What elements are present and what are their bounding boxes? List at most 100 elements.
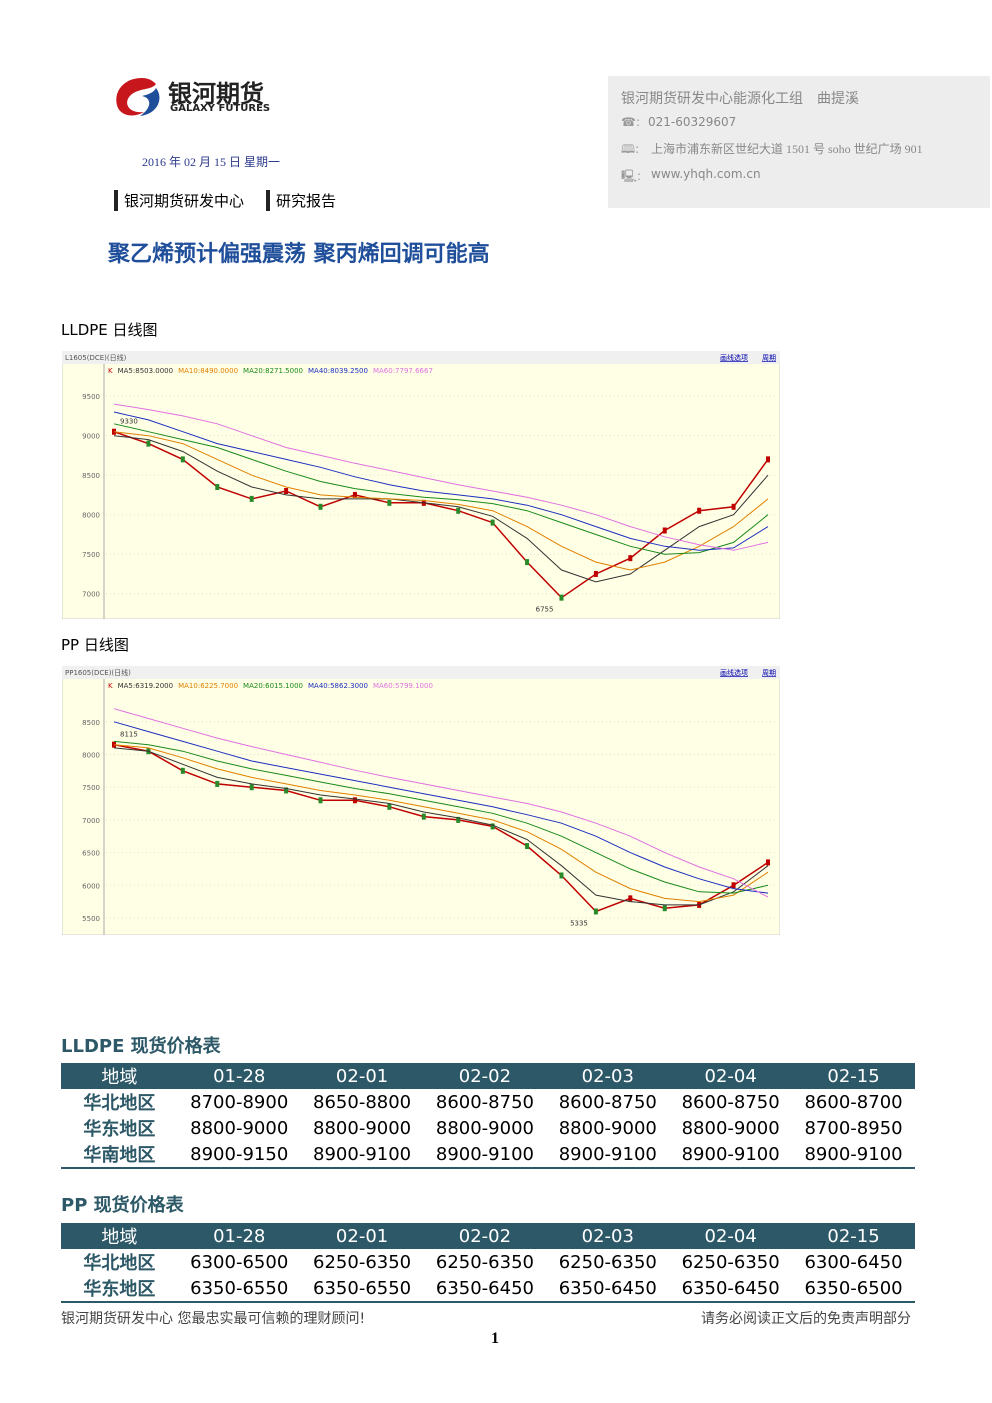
price-point (525, 843, 530, 850)
table-cell: 8600-8750 (435, 1091, 534, 1113)
table-cell: 8700-8950 (804, 1117, 903, 1139)
price-point (318, 797, 323, 804)
ma-line (113, 431, 769, 571)
table-cell: 8600-8750 (681, 1091, 780, 1113)
chart: L1605(DCE)(日线) 画线选项 周期 7000 7500 8000 8500 9000… (62, 351, 780, 619)
table-cell: 8650-8800 (313, 1091, 412, 1113)
high-label: 9330 (120, 418, 138, 426)
price-point (284, 487, 289, 494)
table-cell: 8900-9100 (669, 1141, 793, 1169)
chart-link: 周期 (762, 354, 776, 362)
chart: PP1605(DCE)(日线) 画线选项 周期 5500 6000 6500 7000 750… (62, 666, 780, 935)
price-point (387, 803, 392, 810)
address-icon: 🕮: (621, 142, 640, 156)
ma-line (113, 423, 769, 555)
column-header: 01-28 (177, 1223, 301, 1249)
table-cell: 8900-9100 (546, 1141, 670, 1169)
legend-entry: MA10:6225.7000 (178, 682, 238, 690)
chart-link: 周期 (762, 669, 776, 677)
price-point (180, 767, 185, 774)
dept: 银河期货研发中心 (114, 190, 244, 211)
table-cell: 华东地区 (83, 1119, 156, 1140)
table-cell: 8800-9000 (190, 1117, 289, 1139)
column-header: 02-03 (546, 1223, 670, 1249)
ma-line (113, 435, 769, 583)
price-point (249, 495, 254, 502)
price-point (628, 895, 633, 902)
ma-line (113, 747, 769, 906)
legend-entry: MA60:7797.6667 (373, 367, 433, 375)
contact-address: 上海市浦东新区世纪大道 1501 号 soho 世纪广场 901 (651, 142, 923, 156)
table-cell: 6350-6450 (423, 1275, 547, 1303)
price-point (387, 499, 392, 506)
column-header: 01-28 (177, 1063, 301, 1089)
footer-right: 请务必阅读正文后的免责声明部分 (701, 1311, 911, 1327)
table-title: LLDPE 现货价格表 (61, 1036, 221, 1057)
column-header: 02-01 (300, 1223, 424, 1249)
price-point (766, 456, 770, 463)
table-cell: 8800-9000 (435, 1117, 534, 1139)
price-point (146, 440, 151, 447)
web-icon: 🖳: (621, 169, 642, 183)
y-tick-label: 7000 (82, 591, 100, 599)
price-point (559, 872, 564, 879)
page-number: 1 (491, 1330, 499, 1347)
ma-line (113, 403, 769, 551)
price-point (180, 456, 185, 463)
ma-line (113, 721, 769, 894)
logo-mark (116, 78, 160, 116)
price-table: 地域 01-28 02-01 02-02 02-03 02-04 02-15 华北地区 6300… (61, 1223, 915, 1303)
legend-entry: K (108, 367, 113, 375)
legend-entry: K (108, 682, 113, 690)
column-header: 02-04 (669, 1063, 793, 1089)
legend-entry: MA5:8503.0000 (118, 367, 174, 375)
table-cell: 8900-9100 (423, 1141, 547, 1169)
price-point (456, 507, 461, 514)
chart-header: PP1605(DCE)(日线) (65, 668, 131, 677)
table-cell: 6300-6500 (190, 1251, 289, 1273)
ma-line (113, 740, 769, 894)
table-cell: 6250-6350 (681, 1251, 780, 1273)
table-cell: 6250-6350 (313, 1251, 412, 1273)
price-point (112, 741, 116, 748)
table-cell: 6300-6450 (804, 1251, 903, 1273)
y-tick-label: 9500 (82, 393, 100, 401)
y-tick-label: 9000 (82, 433, 100, 441)
legend-entry: MA10:8490.0000 (178, 367, 238, 375)
table-cell: 8900-9150 (177, 1141, 301, 1169)
legend-entry: MA20:6015.1000 (243, 682, 303, 690)
chart-caption: PP 日线图 (61, 636, 129, 654)
table-cell: 8800-9000 (681, 1117, 780, 1139)
price-point (352, 797, 357, 804)
y-tick-label: 8000 (82, 751, 100, 759)
column-header: 地域 (61, 1223, 178, 1249)
price-point (662, 527, 667, 534)
table-cell: 8900-9100 (300, 1141, 424, 1169)
table-cell: 6350-6550 (300, 1275, 424, 1303)
legend-entry: MA60:5799.1000 (373, 682, 433, 690)
column-header: 02-02 (423, 1223, 547, 1249)
price-point (215, 484, 220, 491)
table-cell: 6350-6500 (792, 1275, 915, 1303)
legend-entry: MA20:8271.5000 (243, 367, 303, 375)
low-label: 5335 (570, 919, 588, 927)
ma-line (113, 708, 769, 898)
table-cell: 华东地区 (61, 1275, 178, 1303)
price-point (662, 905, 667, 912)
high-label: 8115 (120, 731, 138, 739)
price-table: 地域 01-28 02-01 02-02 02-03 02-04 02-15 华北地区 8700… (61, 1063, 915, 1169)
column-header: 02-03 (546, 1063, 670, 1089)
price-point (697, 507, 702, 514)
price-point (421, 813, 426, 820)
y-tick-label: 7500 (82, 784, 100, 792)
chart-caption: LLDPE 日线图 (61, 321, 158, 339)
price-point (628, 555, 633, 562)
table-cell: 8600-8700 (804, 1091, 903, 1113)
price-point (284, 787, 289, 794)
column-header: 地域 (61, 1063, 178, 1089)
table-cell: 8800-9000 (313, 1117, 412, 1139)
price-point (525, 559, 530, 566)
price-point (352, 491, 357, 498)
price-point (766, 859, 770, 866)
report-type: 研究报告 (266, 190, 336, 211)
